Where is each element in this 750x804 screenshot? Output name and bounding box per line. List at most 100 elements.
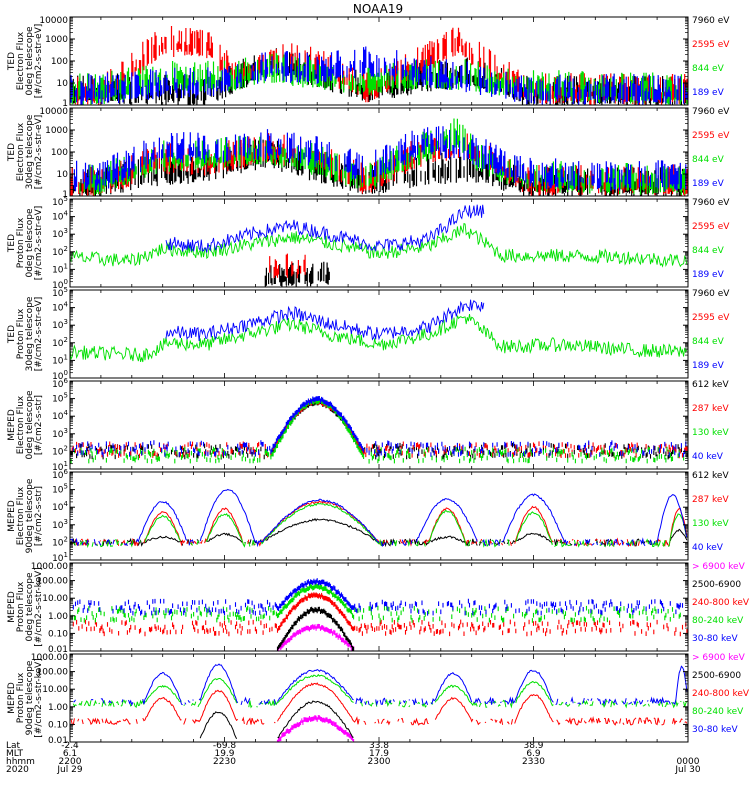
y-tick-label: 1: [62, 190, 68, 200]
panel-6: 101 102 103 104 105 106 MEPED Electron Flux 90de…: [7, 468, 729, 564]
series-2500-6900: [199, 700, 354, 740]
flux-trace: [70, 488, 688, 548]
legend-entry: 2595 eV: [692, 40, 730, 50]
series-40-kev: [70, 488, 688, 548]
x-row-label: MLT: [6, 749, 24, 759]
y-label-line: Electron Flux: [16, 395, 26, 454]
flux-trace: [165, 204, 485, 253]
x-row-label: hhmm: [6, 757, 35, 767]
panel-frame: [69, 289, 689, 379]
x-tick-hhmm: 0000: [677, 757, 700, 767]
y-label-line: 90deg telescope: [25, 478, 35, 553]
x-ticks: [69, 472, 689, 560]
y-label-line: [#/cm2-s-str]: [34, 395, 44, 455]
y-tick-label: 101: [52, 262, 68, 275]
y-axis-label: TED Proton Flux 0deg telescope [#/cm2-s-str…: [7, 206, 44, 281]
legend: 7960 eV 2595 eV 844 eV 189 eV: [692, 289, 730, 371]
legend-entry: 189 eV: [692, 361, 725, 371]
y-axis-label: MEPED Electron Flux 0deg telescope [#/cm2-s…: [7, 390, 44, 460]
plot-area: [70, 396, 688, 464]
y-label-line: Proton Flux: [16, 672, 26, 723]
series-189-ev: [165, 299, 485, 342]
y-tick-label: 1: [62, 99, 68, 109]
flux-trace: [70, 398, 688, 459]
spike-trace: [70, 126, 687, 192]
x-tick-mlt: 6.9: [526, 749, 541, 759]
legend-entry: 240-800 keV: [692, 689, 750, 699]
legend-entry: 287 keV: [692, 495, 729, 505]
legend-entry: 40 keV: [692, 543, 724, 553]
panel-frame: [69, 198, 689, 288]
y-tick-label: 104: [52, 409, 68, 422]
x-tick-mlt: 19.9: [214, 749, 234, 759]
flux-trace: [72, 396, 687, 458]
series-30-80-kev: [70, 578, 684, 616]
plot-area: [70, 118, 688, 196]
y-tick-label: 1000: [45, 35, 68, 45]
y-label-line: Electron Flux: [16, 486, 26, 545]
series-189-ev: [70, 46, 688, 105]
flux-trace: [72, 502, 688, 549]
y-label-line: Electron Flux: [16, 122, 26, 181]
y-tick-label: 106: [52, 468, 68, 481]
y-tick-label: 103: [52, 318, 68, 331]
legend-entry: 612 keV: [692, 380, 729, 390]
y-tick-label: 1.00: [48, 612, 68, 622]
legend-entry: 2595 eV: [692, 313, 730, 323]
y-tick-label: 103: [52, 227, 68, 240]
y-tick-label: 1000.00: [31, 653, 68, 663]
legend: 7960 eV 2595 eV 844 eV 189 eV: [692, 107, 730, 189]
panel-4: 100 101 102 103 104 105 TED Proton Flux 30deg te…: [7, 286, 730, 382]
y-tick-label: 105: [52, 483, 68, 496]
x-tick-lat: -2.4: [61, 741, 79, 751]
flux-trace: [72, 500, 688, 548]
y-axis-label: TED Proton Flux 30deg telescope [#/cm2-s-st…: [7, 296, 44, 371]
x-tick-hhmm: 2300: [368, 757, 391, 767]
plot-area: [70, 26, 688, 105]
y-tick-label: 106: [52, 377, 68, 390]
plot-area: [70, 578, 688, 651]
y-tick-label: 102: [52, 245, 68, 258]
legend-entry: > 6900 keV: [692, 562, 746, 572]
y-label-line: [#/cm2-s-str-eV]: [34, 206, 44, 281]
y-label-line: Proton Flux: [16, 217, 26, 268]
y-tick-label: 0.01: [48, 736, 68, 746]
y-label-line: MEPED: [7, 409, 17, 441]
series-240-800-kev: [72, 592, 688, 637]
y-tick-label: 10000: [39, 16, 68, 26]
y-tick-label: 104: [52, 210, 68, 223]
x-ticks: [69, 17, 689, 105]
x-ticks: [69, 199, 689, 287]
y-tick-label: 104: [52, 500, 68, 513]
legend-entry: 612 keV: [692, 471, 729, 481]
flux-trace: [165, 299, 485, 342]
y-label-line: [#/cm2-s-str-eV]: [34, 115, 44, 190]
y-tick-label: 100: [52, 278, 68, 291]
legend-entry: 7960 eV: [692, 107, 730, 117]
legend: > 6900 keV 2500-6900 240-800 keV 80-240 keV…: [692, 562, 750, 644]
y-tick-label: 10000: [39, 107, 68, 117]
y-label-line: 30deg telescope: [25, 296, 35, 371]
y-tick-label: 100: [51, 57, 68, 67]
y-tick-label: 10.00: [42, 685, 68, 695]
y-tick-label: 105: [52, 392, 68, 405]
x-ticks: [69, 381, 689, 469]
y-label-line: [#/cm2-s-str-keV]: [34, 658, 44, 737]
panel-frame: [69, 562, 689, 652]
y-tick-label: 105: [52, 286, 68, 299]
y-tick-label: 1000.00: [31, 562, 68, 572]
y-tick-label: 0.10: [48, 629, 68, 639]
y-label-line: 30deg telescope: [25, 114, 35, 189]
y-label-line: 0deg telescope: [25, 208, 35, 278]
legend: 612 keV 287 keV 130 keV 40 keV: [692, 380, 729, 462]
legend-entry: 2595 eV: [692, 222, 730, 232]
y-axis-label: MEPED Proton Flux 0deg telescope [#/cm2-s-s…: [7, 567, 44, 646]
flux-trace: [70, 682, 688, 726]
series-40-kev: [72, 396, 687, 458]
legend-entry: 30-80 keV: [692, 634, 738, 644]
legend-entry: 189 eV: [692, 88, 725, 98]
flux-trace: [72, 673, 688, 709]
y-label-line: [#/cm2-s-str-eV]: [34, 297, 44, 372]
